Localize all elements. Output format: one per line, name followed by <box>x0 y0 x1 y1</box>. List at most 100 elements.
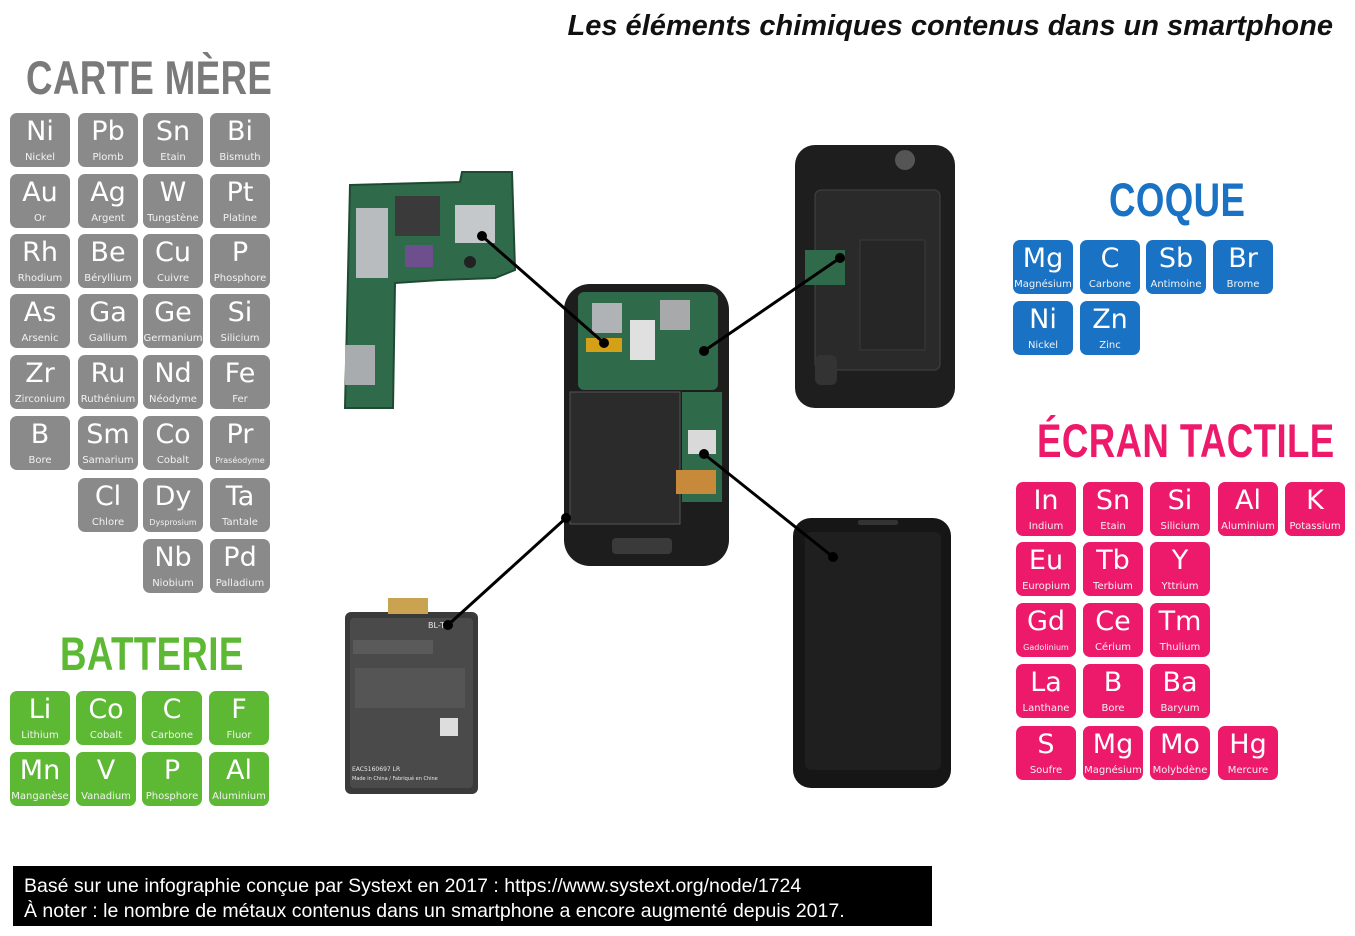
element-name: Magnésium <box>1084 765 1142 776</box>
element-tile-carte_mere-pd: Pd Palladium <box>210 539 270 593</box>
carte-mere-title: CARTE MÈRE <box>26 51 273 104</box>
element-tile-carte_mere-pr: Pr Praséodyme <box>210 416 270 470</box>
element-name: Béryllium <box>84 273 132 284</box>
connector-dots <box>443 231 845 630</box>
battery-image: BL-T5 EAC5160697 LR Made in China / Fabr… <box>345 598 478 794</box>
element-symbol: Br <box>1228 243 1258 274</box>
element-tile-ecran-ba: Ba Baryum <box>1150 664 1210 718</box>
element-name: Arsenic <box>21 333 59 344</box>
element-tile-ecran-la: La Lanthane <box>1016 664 1076 718</box>
element-tile-ecran-gd: Gd Gadolinium <box>1016 603 1076 657</box>
ecran-tactile-title: ÉCRAN TACTILE <box>1037 414 1335 467</box>
element-symbol: W <box>159 177 187 208</box>
element-name: Platine <box>222 213 258 224</box>
element-tile-coque-ni: Ni Nickel <box>1013 301 1073 355</box>
element-symbol: P <box>163 755 181 786</box>
page-title: Les éléments chimiques contenus dans un … <box>567 10 1333 42</box>
element-tile-ecran-y: Y Yttrium <box>1150 542 1210 596</box>
source-note: Basé sur une infographie conçue par Syst… <box>13 866 932 926</box>
element-symbol: Mn <box>19 755 61 786</box>
element-tile-batterie-p: P Phosphore <box>142 752 202 806</box>
element-name: Plomb <box>92 152 124 163</box>
element-tile-ecran-k: K Potassium <box>1285 482 1345 536</box>
element-tile-carte_mere-co: Co Cobalt <box>143 416 203 470</box>
element-name: Phosphore <box>145 791 199 802</box>
element-tile-carte_mere-sn: Sn Etain <box>143 113 203 167</box>
element-tile-coque-br: Br Brome <box>1213 240 1273 294</box>
element-symbol: Co <box>88 694 124 725</box>
motherboard-image <box>343 171 517 409</box>
element-name: Bismuth <box>219 152 261 163</box>
element-symbol: Pt <box>226 177 254 208</box>
element-tile-ecran-hg: Hg Mercure <box>1218 726 1278 780</box>
element-tile-carte_mere-pt: Pt Platine <box>210 174 270 228</box>
element-name: Phosphore <box>213 273 267 284</box>
element-tile-carte_mere-dy: Dy Dysprosium <box>143 478 203 532</box>
element-tile-coque-mg: Mg Magnésium <box>1013 240 1073 294</box>
element-tile-batterie-li: Li Lithium <box>10 691 70 745</box>
element-name: Antimoine <box>1150 279 1202 290</box>
element-symbol: Si <box>227 297 253 328</box>
element-name: Aluminium <box>212 791 266 802</box>
element-tile-carte_mere-ag: Ag Argent <box>78 174 138 228</box>
element-name: Dysprosium <box>149 518 197 527</box>
element-symbol: Pd <box>223 542 257 573</box>
element-symbol: Au <box>22 177 58 208</box>
element-symbol: B <box>30 419 50 450</box>
element-tile-carte_mere-ga: Ga Gallium <box>78 294 138 348</box>
element-symbol: Li <box>28 694 52 725</box>
element-name: Tungstène <box>147 213 199 224</box>
element-symbol: K <box>1306 485 1324 516</box>
element-name: Manganèse <box>11 791 69 802</box>
element-name: Gadolinium <box>1023 643 1069 652</box>
element-tile-carte_mere-zr: Zr Zirconium <box>10 355 70 409</box>
connector-motherboard <box>481 234 605 345</box>
element-symbol: Ru <box>90 358 126 389</box>
element-symbol: Sm <box>86 419 130 450</box>
element-tile-carte_mere-cu: Cu Cuivre <box>143 234 203 288</box>
element-tile-ecran-al: Al Aluminium <box>1218 482 1278 536</box>
element-name: Zinc <box>1099 340 1121 351</box>
element-name: Lanthane <box>1022 703 1070 714</box>
element-tile-carte_mere-w: W Tungstène <box>143 174 203 228</box>
element-symbol: Ga <box>89 297 127 328</box>
element-tile-carte_mere-au: Au Or <box>10 174 70 228</box>
connector-batterie <box>446 516 568 627</box>
element-name: Cobalt <box>89 730 123 741</box>
element-name: Praséodyme <box>215 456 265 465</box>
element-symbol: S <box>1037 729 1055 760</box>
element-symbol: Zn <box>1092 304 1128 335</box>
element-symbol: Ta <box>225 481 255 512</box>
element-name: Argent <box>91 213 125 224</box>
battery-brand-text: BL-T5 <box>428 621 450 630</box>
element-symbol: Y <box>1171 545 1189 576</box>
element-tile-ecran-tm: Tm Thulium <box>1150 603 1210 657</box>
element-name: Magnésium <box>1014 279 1072 290</box>
connector-lines <box>446 234 841 627</box>
element-name: Rhodium <box>17 273 63 284</box>
element-symbol: P <box>231 237 249 268</box>
element-name: Tantale <box>222 517 258 528</box>
element-symbol: Sn <box>1095 485 1131 516</box>
element-tile-carte_mere-fe: Fe Fer <box>210 355 270 409</box>
element-symbol: F <box>231 694 247 725</box>
element-tile-coque-zn: Zn Zinc <box>1080 301 1140 355</box>
element-tile-ecran-b: B Bore <box>1083 664 1143 718</box>
open-phone-image <box>564 284 729 566</box>
element-tile-batterie-v: V Vanadium <box>76 752 136 806</box>
element-tile-carte_mere-pb: Pb Plomb <box>78 113 138 167</box>
element-tile-ecran-ce: Ce Cérium <box>1083 603 1143 657</box>
element-symbol: Dy <box>154 481 192 512</box>
element-name: Cuivre <box>156 273 190 284</box>
coque-title: COQUE <box>1109 173 1246 226</box>
element-tile-carte_mere-cl: Cl Chlore <box>78 478 138 532</box>
element-tile-carte_mere-sm: Sm Samarium <box>78 416 138 470</box>
battery-made-text: Made in China / Fabriqué en Chine <box>352 775 438 782</box>
battery-code-text: EAC5160697 LR <box>352 766 400 773</box>
element-tile-carte_mere-si: Si Silicium <box>210 294 270 348</box>
element-symbol: C <box>1100 243 1120 274</box>
element-symbol: Zr <box>25 358 55 389</box>
element-name: Mercure <box>1227 765 1269 776</box>
element-symbol: Ni <box>1029 304 1057 335</box>
element-symbol: Cl <box>94 481 122 512</box>
